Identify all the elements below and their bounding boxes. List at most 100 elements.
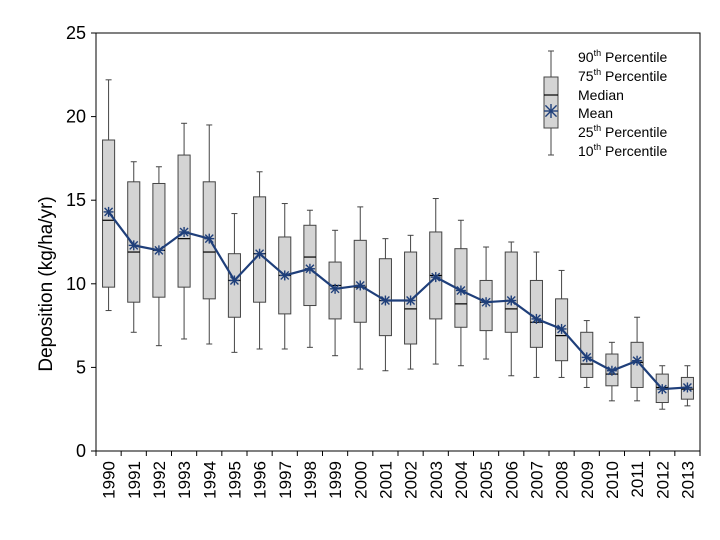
mean-marker-1993 [179,226,190,237]
mean-marker-stroke [355,280,365,290]
box-1996 [253,171,267,350]
x-tick-label: 2000 [351,461,370,499]
mean-marker-stroke [330,284,340,294]
x-tick-label: 1991 [125,461,144,499]
legend-entry-label: 10 [578,143,594,159]
legend-entry-label: Median [578,87,624,103]
mean-marker-2010 [606,365,617,376]
box-1998 [303,209,317,348]
x-tick-label: 1990 [100,461,119,499]
x-tick-label: 2003 [427,461,446,499]
mean-marker-stroke [632,356,642,366]
mean-marker-2008 [556,323,567,334]
axes: 0 5 10 15 20 25 1990 1991 1992 1993 1994 1995 1996 19… [66,23,701,499]
x-tick-label: 1995 [225,461,244,499]
mean-marker-stroke [557,324,567,334]
mean-marker-stroke [657,384,667,394]
box-1993 [177,122,191,340]
legend-mean-marker [544,104,558,118]
mean-marker-stroke [104,207,114,217]
box-2006 [504,241,518,377]
y-tick-label: 25 [66,23,86,43]
x-tick-label: 2013 [678,461,697,499]
y-tick-label: 5 [76,357,86,377]
y-tick-label: 10 [66,274,86,294]
x-tick-label: 2007 [527,461,546,499]
iqr-box [504,251,518,333]
legend-entry-sup: th [594,142,602,152]
mean-marker-stroke [179,227,189,237]
legend-box [543,76,559,129]
x-tick-label: 2006 [502,461,521,499]
mean-marker-2007 [531,313,542,324]
mean-marker-stroke [431,272,441,282]
x-tick-label: 1996 [251,461,270,499]
y-axis-title: Deposition (kg/ha/yr) [36,196,57,371]
legend-entry: 25th Percentile [578,123,667,140]
x-tick-label: 2004 [452,461,471,499]
legend-entry-label: Mean [578,105,613,121]
iqr-box [227,253,241,318]
x-tick-label: 2002 [402,461,421,499]
x-tick-label: 1994 [200,461,219,499]
mean-series [103,206,693,395]
x-tick-label: 2005 [477,461,496,499]
iqr-box [177,154,191,288]
box-2008 [555,269,569,378]
mean-marker-1991 [128,240,139,251]
y-tick-label: 0 [76,441,86,461]
mean-marker-2001 [380,295,391,306]
mean-marker-1992 [153,245,164,256]
mean-marker-stroke [406,296,416,306]
mean-marker-stroke [380,296,390,306]
mean-marker-2011 [632,355,643,366]
mean-marker-2006 [506,295,517,306]
mean-marker-1995 [229,275,240,286]
mean-marker-1990 [103,206,114,217]
legend-entry-rest: Percentile [601,68,667,84]
mean-marker-stroke [607,366,617,376]
box-1992 [152,166,166,347]
mean-marker-stroke [531,314,541,324]
x-tick-label: 1997 [276,461,295,499]
mean-marker-2002 [405,295,416,306]
legend-entry-rest: Percentile [601,143,667,159]
mean-marker-stroke [305,264,315,274]
box-1990 [102,79,116,312]
mean-marker-stroke [204,234,214,244]
mean-marker-2005 [481,297,492,308]
x-tick-label: 1998 [301,461,320,499]
y-tick-label: 20 [66,107,86,127]
legend-entry-sup: th [594,123,602,133]
x-tick-label: 2010 [603,461,622,499]
legend-entry-rest: Percentile [601,124,667,140]
mean-marker-2004 [455,285,466,296]
x-tick-label: 2012 [653,461,672,499]
mean-line [107,211,688,391]
legend-entry-rest: Percentile [601,49,667,65]
mean-marker-1997 [279,270,290,281]
legend-entry-sup: th [594,48,602,58]
mean-marker-1996 [254,248,265,259]
legend-entry-label: 75 [578,68,594,84]
mean-marker-stroke [255,249,265,259]
mean-marker-stroke [544,104,558,118]
iqr-box [152,182,166,298]
iqr-box [529,279,543,348]
legend-entry-label: 90 [578,49,594,65]
mean-marker-1998 [304,263,315,274]
y-tick-label: 15 [66,190,86,210]
mean-marker-2009 [581,352,592,363]
mean-marker-stroke [481,297,491,307]
box-1995 [227,213,241,353]
mean-marker-stroke [229,275,239,285]
mean-marker-stroke [682,382,692,392]
x-tick-label: 2008 [553,461,572,499]
mean-marker-stroke [154,245,164,255]
legend-entry: 10th Percentile [578,142,667,159]
mean-marker-stroke [280,270,290,280]
mean-marker-2013 [682,382,693,393]
x-tick-label: 2011 [628,461,647,498]
